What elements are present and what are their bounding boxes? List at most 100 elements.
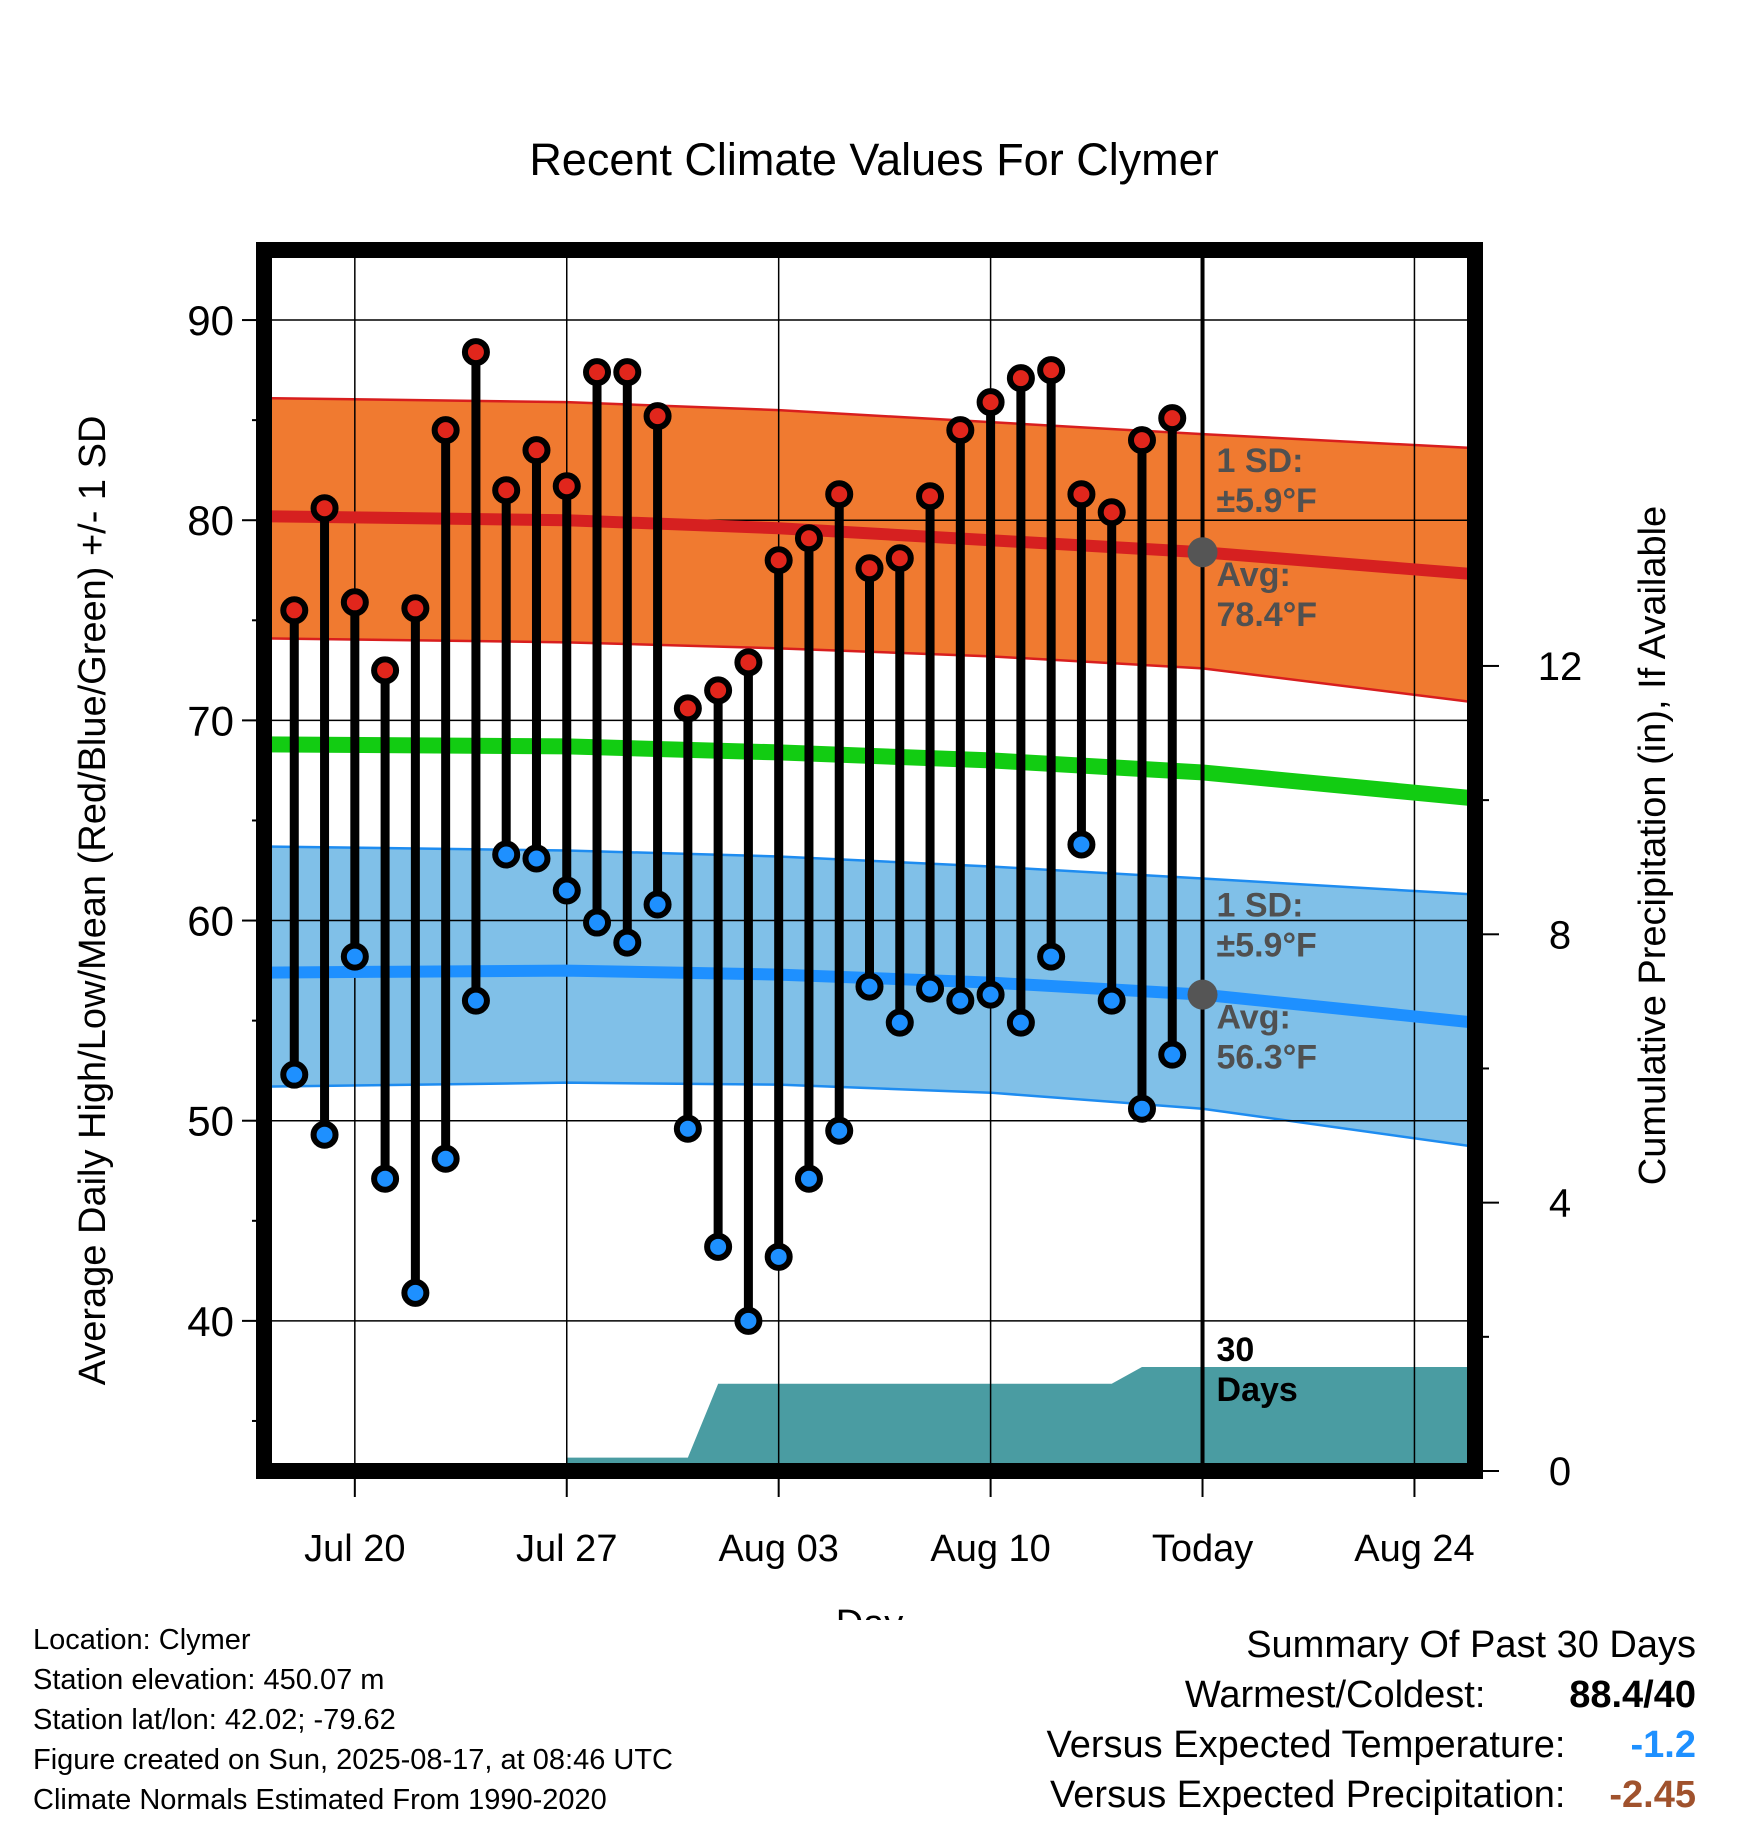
low-point — [310, 1120, 339, 1149]
low-point — [673, 1114, 702, 1143]
high-point — [431, 416, 460, 445]
high-point — [1127, 426, 1156, 455]
low-point — [643, 890, 672, 919]
low-point — [1127, 1094, 1156, 1123]
annotation-line: 78.4°F — [1217, 596, 1318, 634]
high-point — [1006, 364, 1035, 393]
location-text: Location: Clymer — [33, 1624, 251, 1656]
station-info: Location: Clymer Station elevation: 450.… — [33, 1620, 673, 1820]
x-tick-label: Jul 20 — [304, 1528, 405, 1570]
annotation-label: 1 SD: ±5.9°F — [1217, 887, 1317, 965]
warmest-coldest-value: 88.4/40 — [1569, 1674, 1696, 1716]
y-right-axis-label: Cumulative Precipitation (in), If Availa… — [1632, 506, 1674, 1185]
normal-high-minus-sd-line — [264, 637, 1475, 704]
normal-low-line — [264, 964, 1475, 1029]
climate-chart: Recent Climate Values For Clymer 1 SD: ±5.… — [72, 134, 1674, 1620]
low-point — [371, 1164, 400, 1193]
low-point — [613, 928, 642, 957]
latlon-text: Station lat/lon: 42.02; -79.62 — [33, 1704, 396, 1736]
high-point — [704, 676, 733, 705]
temp-label: Versus Expected Temperature: — [1046, 1724, 1566, 1766]
high-point — [613, 358, 642, 387]
annotation-line: 56.3°F — [1217, 1039, 1318, 1077]
summary-title: Summary Of Past 30 Days — [1246, 1624, 1696, 1666]
high-point — [492, 476, 521, 505]
annotation-label: Avg: 78.4°F — [1217, 556, 1318, 634]
y-tick-label: 40 — [187, 1298, 234, 1345]
normal-mean-line — [264, 736, 1475, 807]
high-point — [340, 588, 369, 617]
annotation-line: 1 SD: — [1217, 442, 1304, 480]
annotation-line: Avg: — [1217, 999, 1291, 1037]
low-point — [1097, 986, 1126, 1015]
high-point — [825, 480, 854, 509]
low-point — [280, 1060, 309, 1089]
temp-value: -1.2 — [1630, 1724, 1696, 1766]
x-tick-label: Today — [1152, 1528, 1253, 1570]
normal-low-minus-sd-line — [264, 1081, 1475, 1148]
summary-warmest-coldest-row: Warmest/Coldest: 88.4/40 — [1047, 1670, 1696, 1720]
created-text: Figure created on Sun, 2025-08-17, at 08… — [33, 1744, 673, 1776]
precipitation-area — [264, 1367, 1475, 1471]
high-point — [583, 358, 612, 387]
x-tick-label: Jul 27 — [516, 1528, 617, 1570]
annotation-label: 1 SD: ±5.9°F — [1217, 442, 1317, 520]
summary-precip-row: Versus Expected Precipitation: -2.45 — [1047, 1770, 1696, 1820]
low-point — [825, 1116, 854, 1145]
high-point — [946, 416, 975, 445]
y-tick-label: 70 — [187, 697, 234, 744]
y-right-tick-label: 4 — [1549, 1182, 1571, 1226]
low-point — [552, 876, 581, 905]
high-point — [764, 546, 793, 575]
high-point — [734, 648, 763, 677]
warmest-coldest-label: Warmest/Coldest: — [1184, 1674, 1486, 1716]
high-point — [643, 402, 672, 431]
low-point — [1037, 942, 1066, 971]
low-point — [431, 1144, 460, 1173]
high-point — [885, 544, 914, 573]
high-point — [916, 482, 945, 511]
low-point — [1158, 1040, 1187, 1069]
high-point — [280, 596, 309, 625]
low-point — [764, 1242, 793, 1271]
annotation-line: 30 — [1217, 1331, 1255, 1369]
annotation-label: Avg: 56.3°F — [1217, 999, 1318, 1077]
today-normal-low-dot — [1187, 979, 1218, 1010]
low-point — [704, 1232, 733, 1261]
low-point — [340, 942, 369, 971]
annotation-line: 1 SD: — [1217, 887, 1304, 925]
elevation-text: Station elevation: 450.07 m — [33, 1664, 385, 1696]
normals-text: Climate Normals Estimated From 1990-2020 — [33, 1784, 607, 1816]
high-point — [461, 338, 490, 367]
y-right-tick-label: 12 — [1538, 645, 1583, 689]
y-tick-label: 80 — [187, 497, 234, 544]
high-point — [522, 436, 551, 465]
low-point — [946, 986, 975, 1015]
low-point — [855, 972, 884, 1001]
summary-panel: Summary Of Past 30 Days Warmest/Coldest:… — [1047, 1620, 1696, 1820]
high-point — [1097, 498, 1126, 527]
normal-high-line — [264, 510, 1475, 581]
annotation-label: 30 Days — [1217, 1331, 1298, 1409]
plot-area — [264, 250, 1475, 1471]
low-point — [522, 844, 551, 873]
x-tick-label: Aug 10 — [930, 1528, 1050, 1570]
low-point — [885, 1008, 914, 1037]
low-point — [1067, 830, 1096, 859]
high-point — [1067, 480, 1096, 509]
x-tick-label: Aug 03 — [718, 1528, 838, 1570]
y-right-tick-label: 0 — [1549, 1450, 1571, 1494]
low-point — [1006, 1008, 1035, 1037]
high-point — [310, 494, 339, 523]
x-tick-label: Aug 24 — [1354, 1528, 1474, 1570]
y-tick-label: 50 — [187, 1098, 234, 1145]
high-point — [1037, 356, 1066, 385]
chart-title: Recent Climate Values For Clymer — [529, 134, 1218, 185]
annotation-line: Days — [1217, 1371, 1298, 1409]
low-point — [492, 840, 521, 869]
x-axis-label: Day — [836, 1603, 904, 1620]
low-point — [461, 986, 490, 1015]
high-point — [976, 388, 1005, 417]
low-point — [583, 908, 612, 937]
high-point — [855, 554, 884, 583]
